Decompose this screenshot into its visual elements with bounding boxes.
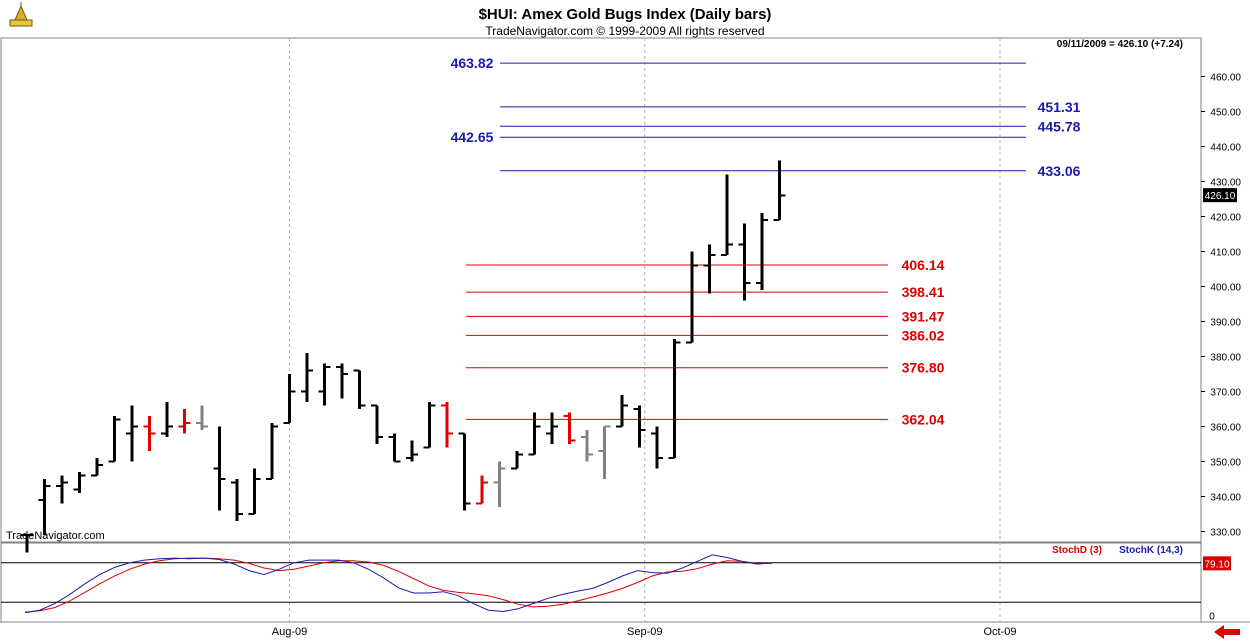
ohlc-bar — [371, 404, 383, 444]
tradenavigator-logo-icon — [8, 2, 34, 30]
ohlc-bar — [581, 430, 593, 462]
ohlc-bar — [126, 405, 138, 462]
y-tick-label: 340.00 — [1210, 493, 1241, 504]
ohlc-bar — [266, 423, 278, 480]
ohlc-bar — [703, 244, 716, 294]
ohlc-bar — [196, 405, 208, 430]
stochd-line — [24, 557, 772, 613]
fibonacci-levels: 463.82 451.31 445.78 442.65 433.06 406.14 398.… — [451, 55, 1081, 427]
y-tick-label: 440.00 — [1210, 143, 1241, 154]
stoch-last-value-box — [1203, 556, 1231, 571]
ohlc-bar — [143, 416, 156, 451]
y-tick-label: 360.00 — [1210, 423, 1241, 434]
stochastic-panel — [0, 542, 1202, 623]
chart-title: $HUI: Amex Gold Bugs Index (Daily bars) — [479, 6, 772, 23]
ohlc-bar — [301, 353, 313, 402]
scroll-left-arrow-icon[interactable] — [1212, 624, 1244, 640]
y-tick-label: 350.00 — [1210, 458, 1241, 469]
ohlc-bar — [283, 374, 296, 424]
ohlc-bar — [598, 425, 611, 479]
y-tick-label: 410.00 — [1210, 248, 1241, 259]
price-axis: Aug-09 Sep-09 Oct-09 330.00 340.00 350.00 360.… — [272, 73, 1242, 639]
fib-level-label: 406.14 — [902, 257, 945, 273]
ohlc-bar — [441, 402, 453, 448]
ohlc-bar — [633, 405, 646, 448]
ohlc-bar — [546, 412, 558, 444]
ohlc-bar — [231, 479, 243, 521]
fib-level-label: 376.80 — [902, 360, 945, 376]
ohlc-bar — [21, 534, 33, 553]
x-axis-label: Sep-09 — [627, 626, 662, 638]
watermark-text: TradeNavigator.com — [6, 530, 105, 542]
stoch-last-value-label: 79.10 — [1204, 559, 1229, 570]
ohlc-bar — [178, 409, 191, 434]
x-axis-label: Aug-09 — [272, 626, 307, 638]
stochk-legend: StochK (14,3) — [1119, 545, 1183, 556]
ohlc-bar — [213, 426, 226, 511]
y-tick-label: 330.00 — [1210, 528, 1241, 539]
stochd-legend: StochD (3) — [1052, 545, 1102, 556]
ohlc-bar — [161, 402, 173, 437]
fib-level-label: 391.47 — [902, 308, 945, 324]
y-tick-label: 430.00 — [1210, 178, 1241, 189]
price-bars — [21, 160, 786, 553]
y-tick-label: 380.00 — [1210, 353, 1241, 364]
ohlc-bar — [56, 475, 68, 504]
stochastic-lines: 079.10 — [1, 554, 1231, 622]
ohlc-bar — [248, 468, 261, 515]
chart-subtitle: TradeNavigator.com © 1999-2009 All right… — [485, 24, 764, 38]
ohlc-bar — [668, 339, 681, 459]
ohlc-bar — [108, 416, 121, 463]
ohlc-bar — [318, 363, 331, 406]
last-price-label: 426.10 — [1205, 191, 1236, 202]
y-tick-label: 460.00 — [1210, 73, 1241, 84]
ohlc-bar — [423, 402, 436, 449]
stoch-y-tick-label: 0 — [1209, 611, 1215, 622]
ohlc-bar — [388, 433, 401, 463]
ohlc-bar — [528, 412, 541, 456]
y-tick-label: 390.00 — [1210, 318, 1241, 329]
fib-level-label: 463.82 — [451, 55, 494, 71]
ohlc-bar — [91, 458, 103, 477]
ohlc-bar — [738, 223, 751, 301]
grid — [289, 38, 1001, 622]
ohlc-bar — [756, 213, 768, 290]
ohlc-bar — [721, 174, 733, 256]
ohlc-bar — [616, 395, 628, 428]
fib-level-label: 386.02 — [902, 327, 945, 343]
x-axis-label: Oct-09 — [983, 626, 1016, 638]
ohlc-bar — [73, 472, 86, 493]
ohlc-bar — [563, 412, 576, 444]
ohlc-bar — [476, 475, 488, 505]
last-price-box — [1203, 188, 1237, 203]
fib-level-label: 362.04 — [902, 411, 945, 427]
fib-level-label: 433.06 — [1038, 163, 1081, 179]
fib-level-label: 445.78 — [1038, 118, 1081, 134]
ohlc-bar — [493, 461, 506, 507]
ohlc-bar — [38, 479, 51, 535]
fib-level-label: 442.65 — [451, 129, 494, 145]
ohlc-bar — [686, 251, 698, 344]
ohlc-bar — [336, 363, 348, 399]
ohlc-bar — [353, 369, 366, 409]
y-tick-label: 370.00 — [1210, 388, 1241, 399]
ohlc-bar — [511, 451, 523, 470]
price-panel — [0, 37, 1202, 543]
stochk-line — [24, 554, 773, 614]
fib-level-label: 451.31 — [1038, 99, 1081, 115]
fib-level-label: 398.41 — [902, 284, 945, 300]
ohlc-bar — [651, 426, 663, 469]
ohlc-bar — [458, 432, 471, 511]
y-tick-label: 420.00 — [1210, 213, 1241, 224]
last-quote-label: 09/11/2009 = 426.10 (+7.24) — [1057, 39, 1183, 50]
ohlc-bar — [406, 440, 418, 462]
y-tick-label: 400.00 — [1210, 283, 1241, 294]
y-tick-label: 450.00 — [1210, 108, 1241, 119]
ohlc-bar — [773, 160, 786, 221]
